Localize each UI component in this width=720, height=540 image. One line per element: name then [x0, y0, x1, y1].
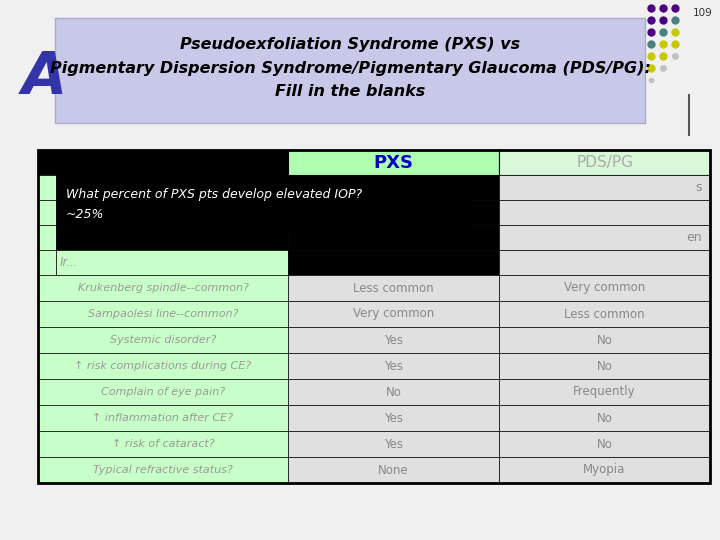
Text: None: None [378, 463, 409, 476]
Text: Yes: Yes [384, 360, 403, 373]
Bar [288, 379, 499, 405]
Bar [499, 327, 710, 353]
Text: Systemic disorder?: Systemic disorder? [110, 335, 216, 345]
Bar [288, 225, 499, 250]
Bar [38, 431, 288, 457]
Text: ↑ inflammation after CE?: ↑ inflammation after CE? [92, 413, 233, 423]
Text: PXS: PXS [374, 153, 413, 172]
Bar [38, 379, 288, 405]
Bar [499, 225, 710, 250]
Bar [288, 150, 499, 175]
Bar [58, 177, 467, 232]
Text: A: A [22, 50, 67, 106]
Text: Pigmentary Dispersion Syndrome/Pigmentary Glaucoma (PDS/PG):: Pigmentary Dispersion Syndrome/Pigmentar… [50, 60, 650, 76]
Bar [38, 275, 288, 301]
Text: No: No [597, 360, 613, 373]
Text: ↑ risk complications during CE?: ↑ risk complications during CE? [74, 361, 251, 371]
Text: Krukenberg spindle--common?: Krukenberg spindle--common? [78, 283, 248, 293]
Text: No: No [386, 386, 402, 399]
Text: Very common: Very common [564, 281, 645, 294]
Bar [499, 431, 710, 457]
Text: Typical refractive status?: Typical refractive status? [93, 465, 233, 475]
Bar [38, 250, 56, 275]
Bar [499, 379, 710, 405]
Bar [288, 275, 499, 301]
Bar [288, 457, 499, 483]
Text: Very common: Very common [353, 307, 434, 321]
Bar [288, 250, 499, 275]
Bar [288, 353, 499, 379]
Bar [288, 405, 499, 431]
Bar [499, 250, 710, 275]
Bar [56, 250, 288, 275]
Bar [499, 275, 710, 301]
Bar [288, 200, 499, 225]
Bar [288, 175, 499, 200]
Bar [288, 431, 499, 457]
Text: Pseudoexfoliation Syndrome (PXS) vs: Pseudoexfoliation Syndrome (PXS) vs [180, 37, 520, 52]
Bar [38, 301, 288, 327]
Bar [38, 225, 56, 250]
Text: Ir...: Ir... [60, 256, 78, 269]
Bar [56, 175, 288, 200]
Bar [288, 301, 499, 327]
Text: Sampaolesi line--common?: Sampaolesi line--common? [88, 309, 238, 319]
Bar [38, 150, 288, 175]
Text: What percent of PXS pts develop elevated IOP?: What percent of PXS pts develop elevated… [66, 188, 362, 201]
Bar [499, 353, 710, 379]
Text: No: No [597, 411, 613, 424]
Bar [56, 200, 288, 225]
Bar [38, 150, 710, 483]
Bar [38, 200, 56, 225]
Text: Less common: Less common [354, 281, 434, 294]
Bar [288, 327, 499, 353]
Bar [499, 200, 710, 225]
Bar [499, 405, 710, 431]
Text: en: en [686, 231, 702, 244]
Bar [56, 225, 288, 250]
Text: Yes: Yes [384, 437, 403, 450]
Bar [38, 327, 288, 353]
Text: Frequently: Frequently [573, 386, 636, 399]
Bar [38, 175, 56, 200]
Bar [499, 301, 710, 327]
Text: Yes: Yes [384, 334, 403, 347]
Bar [38, 353, 288, 379]
Bar [499, 150, 710, 175]
Bar [38, 457, 288, 483]
Text: s: s [696, 181, 702, 194]
Text: No: No [597, 334, 613, 347]
Bar [499, 457, 710, 483]
Bar [38, 405, 288, 431]
Text: PDS/PG: PDS/PG [576, 155, 633, 170]
Text: Myopia: Myopia [583, 463, 626, 476]
Bar [499, 175, 710, 200]
Text: Complain of eye pain?: Complain of eye pain? [101, 387, 225, 397]
Text: Less common: Less common [564, 307, 645, 321]
Text: Fill in the blanks: Fill in the blanks [275, 84, 425, 98]
Text: Yes: Yes [384, 411, 403, 424]
Text: No: No [597, 437, 613, 450]
Text: ↑ risk of cataract?: ↑ risk of cataract? [112, 439, 215, 449]
Text: ~25%: ~25% [66, 208, 104, 221]
Bar [55, 18, 645, 123]
Text: 109: 109 [693, 8, 713, 18]
